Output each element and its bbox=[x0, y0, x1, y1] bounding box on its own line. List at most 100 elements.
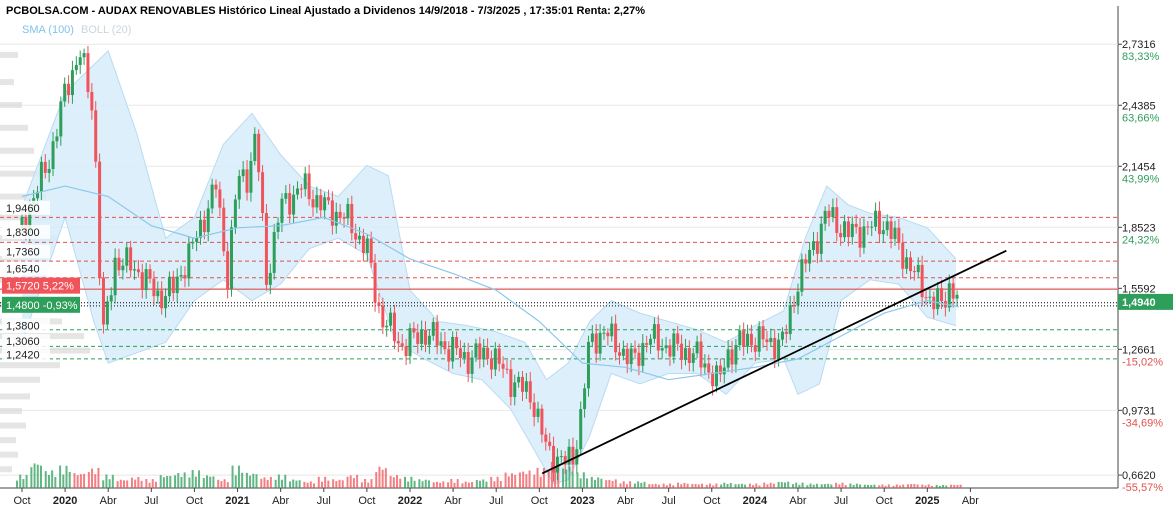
candle-body bbox=[451, 337, 455, 362]
y-tick-label: 0,9731 bbox=[1122, 405, 1156, 417]
bollinger-upper bbox=[21, 49, 957, 381]
volume-bar bbox=[490, 476, 493, 488]
x-tick-label: Abr bbox=[962, 495, 979, 507]
trendline bbox=[541, 249, 1007, 475]
candle-body bbox=[164, 296, 168, 309]
candle-body bbox=[823, 210, 827, 224]
y-tick-label: 2,1454 bbox=[1122, 161, 1156, 173]
volume-bar bbox=[16, 480, 18, 488]
x-tick-label: Oct bbox=[703, 495, 720, 507]
candle-body bbox=[253, 133, 257, 161]
candle-body bbox=[738, 330, 742, 346]
volume-bar bbox=[410, 476, 413, 488]
candle-body bbox=[586, 341, 590, 389]
volume-bar bbox=[162, 477, 165, 488]
volume-bar bbox=[633, 483, 636, 488]
volume-profile-bar bbox=[0, 79, 14, 86]
volume-bar bbox=[881, 484, 884, 488]
volume-bar bbox=[514, 474, 517, 488]
y-tick-pct-label: 24,32% bbox=[1122, 234, 1160, 246]
volume-bar bbox=[938, 485, 941, 488]
x-tick-label: Abr bbox=[100, 495, 117, 507]
candle-body bbox=[583, 388, 587, 410]
candle-body bbox=[691, 353, 695, 363]
volume-bar bbox=[772, 483, 775, 488]
candle-body bbox=[404, 346, 408, 357]
candle-body bbox=[474, 343, 478, 358]
candle-body bbox=[408, 328, 412, 357]
candle-body bbox=[373, 262, 377, 303]
volume-bar bbox=[945, 485, 948, 488]
volume-bar bbox=[748, 483, 751, 488]
legend-sma[interactable]: SMA (100) bbox=[22, 24, 74, 36]
candle-body bbox=[183, 275, 187, 279]
candle-body bbox=[416, 332, 420, 344]
volume-bar bbox=[346, 476, 349, 488]
volume-bar bbox=[554, 466, 557, 488]
volume-bar bbox=[533, 474, 536, 488]
volume-bar bbox=[898, 485, 901, 488]
volume-bar bbox=[461, 483, 464, 488]
volume-bar bbox=[777, 481, 780, 488]
candle-body bbox=[338, 211, 342, 218]
candle-body bbox=[443, 341, 447, 350]
candle-body bbox=[51, 141, 55, 170]
x-tick-label: Abr bbox=[617, 495, 634, 507]
legend-boll[interactable]: BOLL (20) bbox=[81, 24, 132, 36]
left-badge bbox=[2, 277, 80, 294]
volume-bar bbox=[159, 475, 162, 488]
candle-body bbox=[555, 456, 559, 473]
volume-bar bbox=[815, 483, 818, 488]
volume-bar bbox=[657, 484, 660, 488]
y-tick-pct-label: -15,02% bbox=[1122, 356, 1163, 368]
volume-bar bbox=[582, 472, 585, 488]
volume-bar bbox=[930, 485, 933, 488]
volume-bar bbox=[33, 463, 36, 488]
candle-body bbox=[202, 219, 206, 233]
candle-body bbox=[800, 259, 804, 292]
candle-body bbox=[695, 341, 699, 354]
candle-body bbox=[171, 276, 175, 294]
volume-bar bbox=[320, 481, 323, 488]
candle-body bbox=[901, 242, 905, 269]
candle-body bbox=[839, 232, 843, 238]
volume-bar bbox=[913, 483, 916, 488]
volume-bar bbox=[677, 482, 680, 488]
candle-body bbox=[703, 363, 707, 368]
volume-bar bbox=[959, 484, 962, 488]
volume-bar bbox=[447, 482, 450, 488]
volume-bar bbox=[375, 472, 378, 488]
candle-body bbox=[536, 408, 540, 417]
candle-body bbox=[742, 330, 746, 347]
candle-body bbox=[579, 409, 583, 450]
candle-body bbox=[633, 348, 637, 353]
y-tick-label: 1,2661 bbox=[1122, 344, 1156, 356]
volume-bar bbox=[622, 481, 625, 488]
candle-body bbox=[932, 296, 936, 310]
volume-bar bbox=[25, 474, 28, 488]
candle-body bbox=[718, 365, 722, 375]
candle-body bbox=[761, 326, 765, 340]
candle-body bbox=[350, 203, 354, 234]
volume-profile-bar bbox=[0, 437, 16, 444]
candle-body bbox=[466, 351, 470, 374]
volume-bar bbox=[249, 475, 252, 488]
candle-body bbox=[497, 348, 501, 364]
volume-bar bbox=[579, 478, 582, 488]
volume-bar bbox=[640, 482, 643, 488]
volume-bar bbox=[245, 472, 248, 488]
volume-bar bbox=[536, 467, 539, 488]
candle-body bbox=[649, 338, 653, 345]
candle-body bbox=[299, 188, 303, 190]
volume-bar bbox=[309, 481, 312, 488]
volume-bar bbox=[935, 484, 938, 488]
candle-body bbox=[369, 238, 373, 263]
volume-profile-bar bbox=[0, 376, 40, 383]
volume-bar bbox=[73, 473, 76, 488]
candle-body bbox=[559, 456, 563, 458]
candle-body bbox=[20, 216, 24, 228]
volume-bar bbox=[234, 475, 237, 488]
x-tick-label: 2025 bbox=[915, 495, 939, 507]
left-level-bg bbox=[2, 200, 50, 215]
candle-body bbox=[82, 53, 86, 58]
